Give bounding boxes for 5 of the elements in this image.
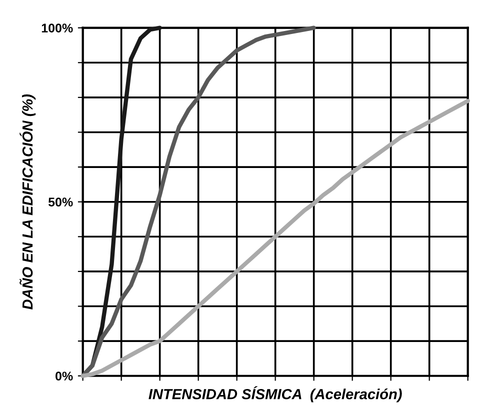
x-axis-title: INTENSIDAD SÍSMICA (Aceleración) [148, 386, 402, 402]
y-tick-label: 50% [48, 198, 73, 206]
y-axis-title: DAÑO EN LA EDIFICACIÓN (%) [20, 94, 36, 310]
y-tick-label: 0% [56, 372, 73, 381]
y-tick-label: 100% [42, 24, 73, 32]
